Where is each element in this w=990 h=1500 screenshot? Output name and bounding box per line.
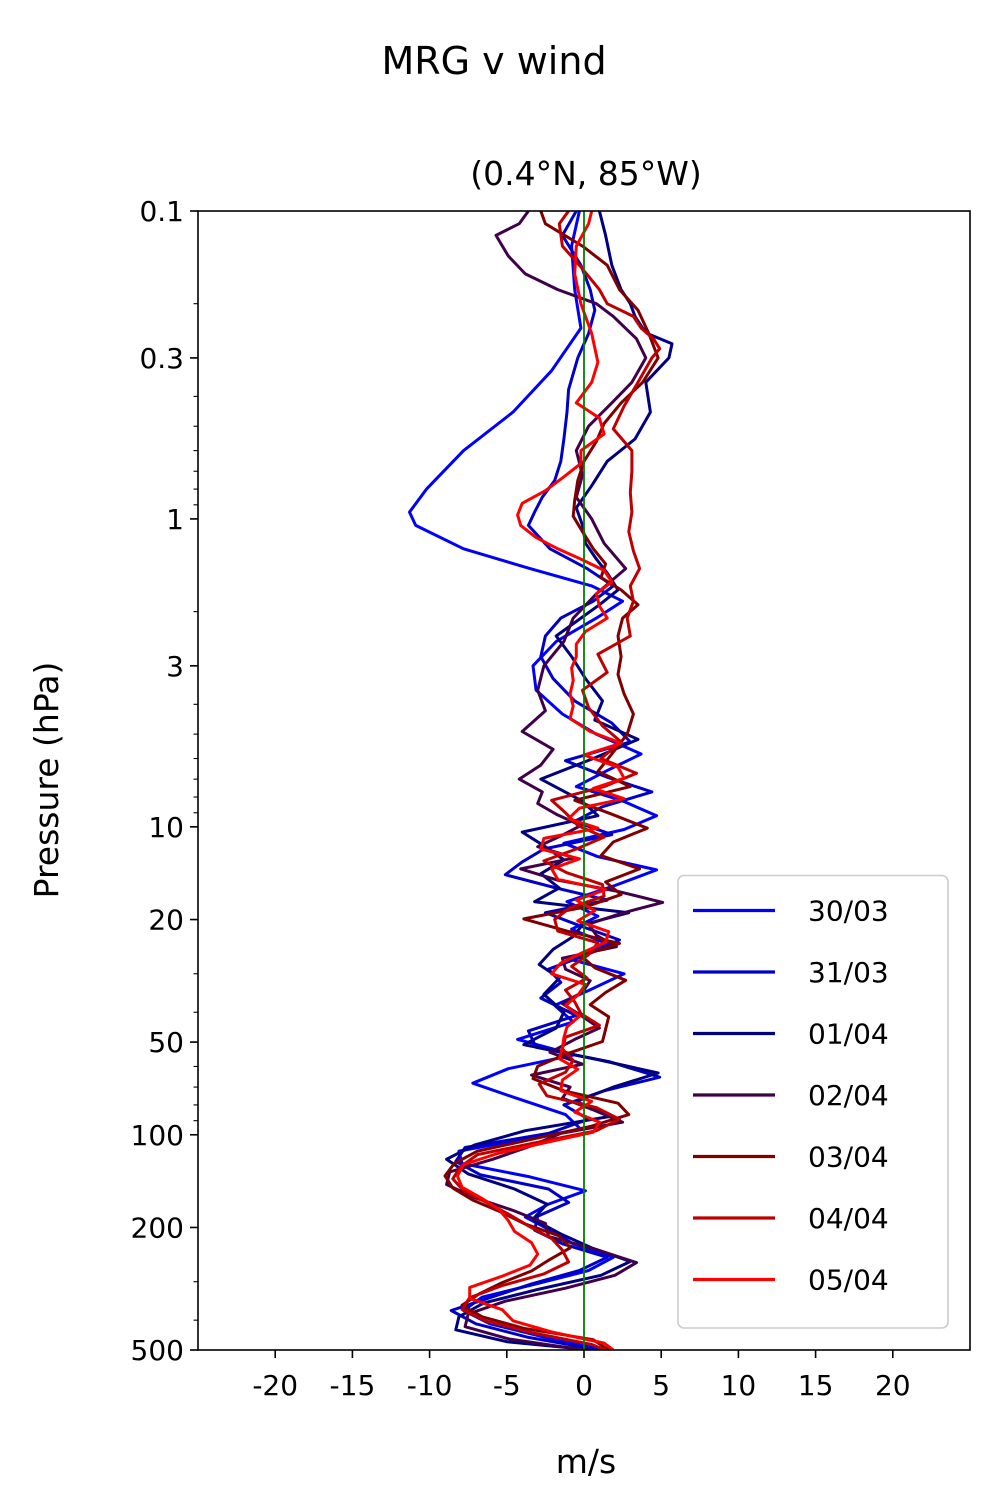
y-tick-label: 500 [131, 1334, 184, 1367]
y-tick-label: 100 [131, 1119, 184, 1152]
y-tick-label: 1 [166, 503, 184, 536]
legend-label: 05/04 [808, 1264, 889, 1297]
legend-label: 04/04 [808, 1202, 889, 1235]
x-tick-label: 10 [721, 1369, 757, 1402]
plot-area [408, 211, 674, 1350]
x-tick-label: 5 [652, 1369, 670, 1402]
axes-title: (0.4°N, 85°W) [470, 154, 702, 193]
y-tick-label: 0.3 [139, 342, 184, 375]
x-axis-label: m/s [556, 1442, 616, 1481]
figure-title: MRG v wind [381, 39, 606, 83]
legend-label: 03/04 [808, 1141, 889, 1174]
legend-label: 01/04 [808, 1018, 889, 1051]
series-line-5 [443, 211, 660, 1350]
series-line-1 [408, 211, 659, 1350]
y-tick-label: 50 [148, 1026, 184, 1059]
legend-box [677, 874, 949, 1329]
y-axis-label: Pressure (hPa) [27, 662, 66, 899]
x-tick-label: 15 [798, 1369, 834, 1402]
x-tick-label: -5 [493, 1369, 521, 1402]
x-tick-label: -20 [252, 1369, 298, 1402]
x-tick-label: 20 [875, 1369, 911, 1402]
series-line-7 [455, 211, 626, 1350]
legend-label: 30/03 [808, 895, 889, 928]
y-tick-label: 200 [131, 1211, 184, 1244]
legend-label: 02/04 [808, 1079, 889, 1112]
legend-label: 31/03 [808, 956, 889, 989]
legend: 30/03 31/03 01/04 02/04 03/04 04/04 05/04 [677, 874, 949, 1329]
y-tick-label: 0.1 [139, 195, 184, 228]
x-tick-label: -15 [330, 1369, 376, 1402]
x-tick-label: -10 [407, 1369, 453, 1402]
plot-frame [197, 210, 971, 1351]
x-tick-label: 0 [575, 1369, 593, 1402]
y-tick-label: 20 [148, 904, 184, 937]
y-tick-label: 3 [166, 650, 184, 683]
ticks: -20 -15 -10 -5 0 5 10 15 20 0.1 0.3 1 3 10 20 50 100 200 5… [131, 195, 911, 1402]
y-tick-label: 10 [148, 811, 184, 844]
